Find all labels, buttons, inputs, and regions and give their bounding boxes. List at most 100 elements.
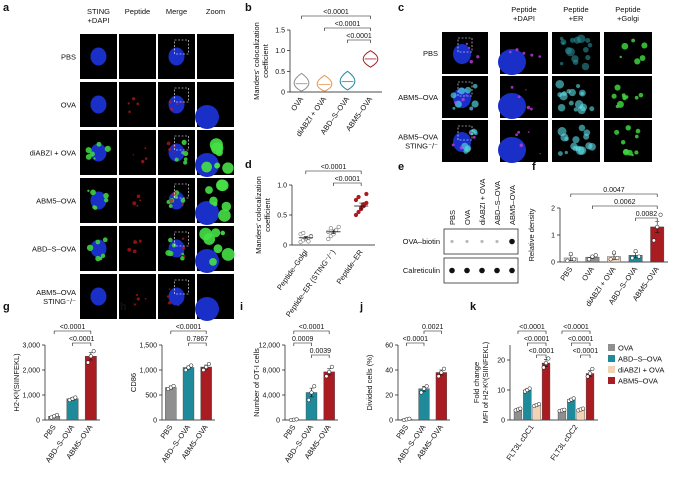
x-tick-label: PBS (158, 423, 174, 440)
x-tick-label: PBS (394, 423, 410, 440)
data-point (546, 356, 551, 361)
significance-bracket (170, 330, 207, 334)
image-spot (638, 92, 644, 98)
data-point (572, 257, 577, 262)
x-tick-label: OVA (580, 265, 596, 283)
data-point (309, 390, 314, 395)
data-point (201, 367, 206, 373)
nucleus (195, 201, 219, 225)
data-point (568, 251, 573, 256)
image-spot (168, 147, 172, 151)
image-spot (585, 54, 591, 61)
image-spot (470, 106, 473, 109)
data-point (294, 417, 299, 422)
image-spot (526, 105, 531, 110)
data-point (543, 360, 549, 366)
blot-dot (449, 267, 455, 274)
image-spot (132, 154, 134, 156)
significance-bracket (527, 342, 547, 346)
image-spot (465, 42, 469, 46)
image-spot (634, 150, 639, 155)
p-value-label: 0.0009 (292, 336, 314, 343)
image-spot (561, 41, 565, 45)
image-spot (530, 107, 533, 111)
image-spot (458, 87, 466, 95)
image-spot (165, 249, 172, 256)
image-spot (95, 239, 101, 245)
image-spot (209, 138, 223, 152)
y-axis-label: coefficient (261, 43, 270, 78)
column-header: Zoom (206, 7, 225, 16)
image-spot (573, 36, 581, 44)
significance-bracket (570, 193, 658, 197)
blot-dot (479, 267, 485, 274)
image-spot (539, 153, 541, 155)
micrograph (119, 34, 156, 79)
micrograph (119, 130, 156, 175)
image-spot (217, 179, 229, 192)
image-spot (611, 93, 617, 99)
p-value-label: <0.0001 (563, 324, 589, 331)
image-spot (127, 247, 132, 252)
image-spot (181, 246, 186, 250)
image-spot (459, 146, 463, 150)
zoom-box (174, 87, 189, 103)
legend-label: diABZI + OVA (618, 366, 664, 375)
p-value-label: <0.0001 (69, 336, 95, 343)
image-spot (181, 101, 184, 103)
image-spot (634, 58, 641, 65)
p-value-label: <0.0001 (335, 176, 361, 183)
data-point (329, 364, 334, 369)
y-tick-label: 10 (497, 388, 505, 395)
data-point (615, 255, 620, 261)
image-spot (469, 131, 472, 134)
image-spot (461, 97, 465, 102)
image-spot (575, 146, 585, 155)
image-spot (519, 143, 523, 147)
significance-bracket (423, 330, 442, 334)
data-point (336, 224, 341, 230)
image-spot (571, 55, 579, 63)
y-tick-label: 0.5 (277, 213, 287, 220)
image-spot (181, 139, 187, 145)
image-spot (102, 237, 108, 243)
p-value-label: <0.0001 (568, 336, 594, 343)
image-spot (212, 201, 218, 207)
x-tick-label: PBS (281, 423, 297, 440)
image-spot (464, 86, 472, 94)
image-spot (557, 127, 567, 136)
data-point (407, 416, 412, 421)
data-point (424, 384, 429, 389)
p-value-label: <0.0001 (403, 336, 429, 343)
data-point (436, 374, 441, 379)
image-spot (201, 161, 213, 173)
image-spot (631, 153, 634, 157)
column-header: +DAPI (513, 14, 535, 23)
image-spot (183, 157, 188, 162)
nucleus (168, 287, 185, 306)
data-point (306, 397, 311, 403)
image-spot (450, 92, 457, 99)
data-point (655, 224, 660, 229)
bar (182, 367, 195, 421)
panel-letter: k (470, 301, 477, 313)
data-point (590, 366, 595, 372)
image-spot (564, 136, 569, 142)
error-bar (359, 202, 364, 210)
image-spot (103, 192, 109, 199)
blot-dot (450, 239, 454, 244)
data-point (301, 230, 306, 236)
nucleus (195, 105, 219, 129)
image-spot (180, 198, 186, 203)
data-point (364, 191, 369, 197)
y-axis-label: H2-Kᵇ(SIINFEKL) (12, 353, 21, 412)
panel-letter: e (398, 161, 404, 173)
data-point (658, 212, 663, 217)
y-tick-label: 0 (389, 418, 393, 425)
image-spot (166, 141, 171, 146)
micrograph (119, 226, 156, 271)
image-spot (199, 227, 212, 241)
y-tick-label: 0 (501, 418, 505, 425)
p-value-label: <0.0001 (323, 9, 349, 16)
image-spot (588, 142, 596, 151)
